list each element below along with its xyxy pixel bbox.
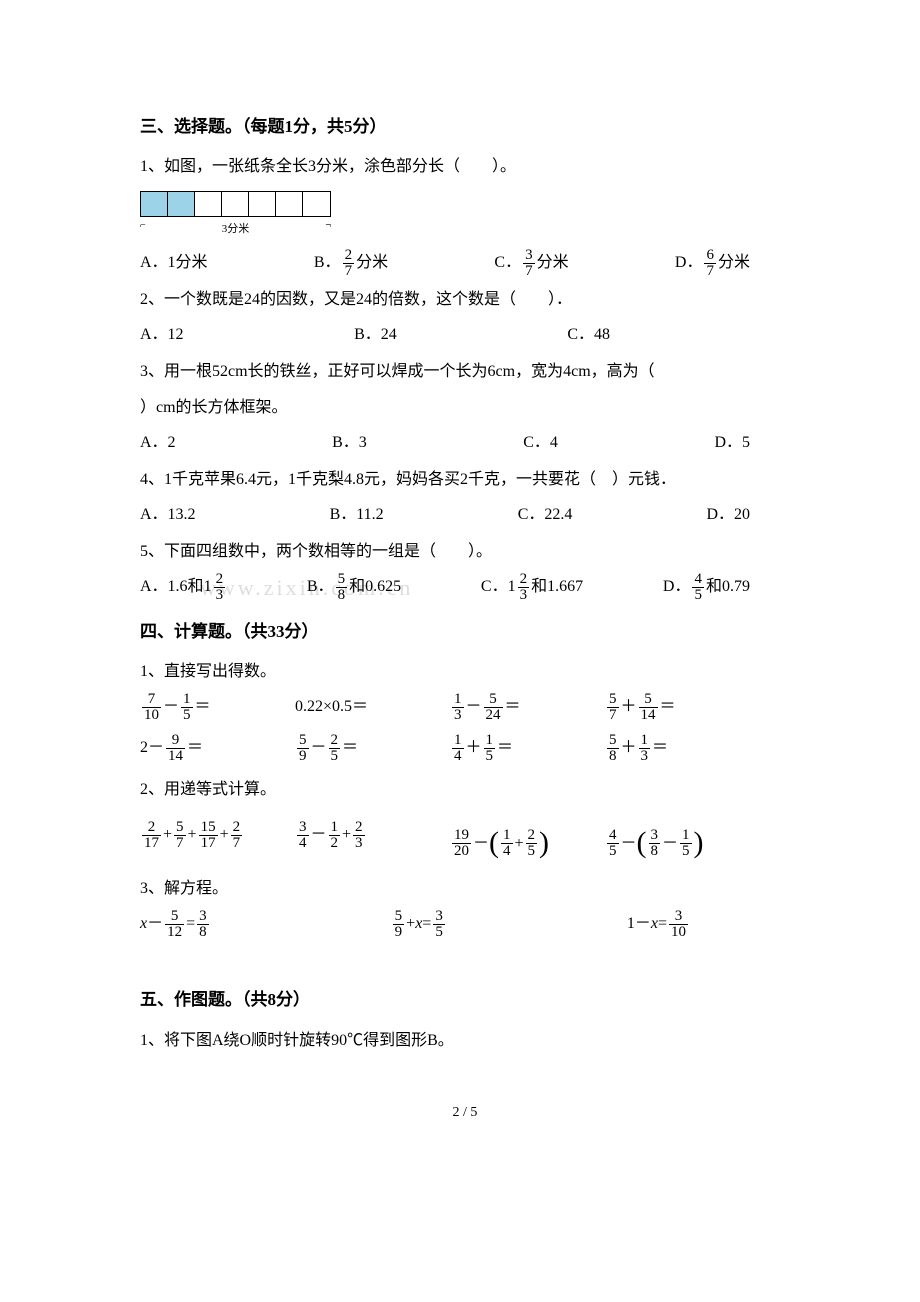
opt-c: C．48 bbox=[567, 317, 610, 352]
opt-c: C．123和1.667 bbox=[481, 569, 583, 604]
calc-row-q2: 217+57+1517+27 34－12+23 1920－(14+25) 45－… bbox=[140, 817, 790, 861]
calc-item: 2－914＝ bbox=[140, 730, 295, 765]
calc-item: 59+x=35 bbox=[391, 906, 447, 941]
q4-1-text: 1、直接写出得数。 bbox=[140, 654, 790, 689]
opt-b: B．27分米 bbox=[314, 245, 388, 280]
q3-1-options: A．1分米 B．27分米 C．37分米 D．67分米 bbox=[140, 245, 790, 280]
calc-item: 1920－(14+25) bbox=[450, 817, 605, 861]
calc-item: 58＋13＝ bbox=[605, 730, 760, 765]
opt-a: A．12 bbox=[140, 317, 184, 352]
calc-row-q3: x－512=38 59+x=35 1－x=310 bbox=[140, 906, 790, 941]
q4-3: 3、解方程。 x－512=38 59+x=35 1－x=310 bbox=[140, 871, 790, 941]
page-number: 2 / 5 bbox=[140, 1098, 790, 1129]
q3-5: 5、下面四组数中，两个数相等的一组是（ ）。 www.zixin.com.cn … bbox=[140, 534, 790, 604]
calc-item: 217+57+1517+27 bbox=[140, 817, 295, 861]
section-5-title: 五、作图题。（共8分） bbox=[140, 981, 790, 1018]
q3-3-options: A．2 B．3 C．4 D．5 bbox=[140, 425, 790, 460]
q3-3: 3、用一根52cm长的铁丝，正好可以焊成一个长为6cm，宽为4cm，高为（ ）c… bbox=[140, 354, 790, 460]
opt-c: C．37分米 bbox=[494, 245, 568, 280]
opt-a: A．13.2 bbox=[140, 497, 196, 532]
q3-5-options: A．1.6和123 B．58和0.625 C．123和1.667 D．45和0.… bbox=[140, 569, 790, 604]
opt-d: D．20 bbox=[706, 497, 750, 532]
section-4-title: 四、计算题。（共33分） bbox=[140, 613, 790, 650]
opt-b: B．58和0.625 bbox=[307, 569, 401, 604]
q3-2-text: 2、一个数既是24的因数，又是24的倍数，这个数是（ ）． bbox=[140, 282, 790, 317]
calc-item: 13－524＝ bbox=[450, 689, 605, 724]
calc-row-1: 710－15＝ 0.22×0.5＝ 13－524＝ 57＋514＝ bbox=[140, 689, 790, 724]
opt-a: A．1分米 bbox=[140, 245, 208, 280]
q3-1-text: 1、如图，一张纸条全长3分米，涂色部分长（ ）。 bbox=[140, 149, 790, 184]
calc-item: 14＋15＝ bbox=[450, 730, 605, 765]
q4-1: 1、直接写出得数。 710－15＝ 0.22×0.5＝ 13－524＝ 57＋5… bbox=[140, 654, 790, 766]
q3-2-options: A．12 B．24 C．48 bbox=[140, 317, 790, 352]
opt-c: C．22.4 bbox=[518, 497, 573, 532]
q4-2: 2、用递等式计算。 217+57+1517+27 34－12+23 1920－(… bbox=[140, 772, 790, 861]
opt-d: D．67分米 bbox=[675, 245, 750, 280]
opt-b: B．11.2 bbox=[330, 497, 384, 532]
calc-item: 0.22×0.5＝ bbox=[295, 689, 450, 724]
section-3-title: 三、选择题。（每题1分，共5分） bbox=[140, 108, 790, 145]
opt-b: B．24 bbox=[354, 317, 397, 352]
calc-item: 45－(38－15) bbox=[605, 817, 760, 861]
calc-item: x－512=38 bbox=[140, 906, 211, 941]
calc-item: 57＋514＝ bbox=[605, 689, 760, 724]
calc-row-2: 2－914＝ 59－25＝ 14＋15＝ 58＋13＝ bbox=[140, 730, 790, 765]
q3-4-text: 4、1千克苹果6.4元，1千克梨4.8元，妈妈各买2千克，一共要花（ ）元钱． bbox=[140, 462, 790, 497]
q3-4-options: A．13.2 B．11.2 C．22.4 D．20 bbox=[140, 497, 790, 532]
calc-item: 34－12+23 bbox=[295, 817, 450, 861]
q3-4: 4、1千克苹果6.4元，1千克梨4.8元，妈妈各买2千克，一共要花（ ）元钱． … bbox=[140, 462, 790, 532]
calc-item: 1－x=310 bbox=[627, 906, 690, 941]
q3-3-text1: 3、用一根52cm长的铁丝，正好可以焊成一个长为6cm，宽为4cm，高为（ bbox=[140, 354, 790, 389]
q3-1: 1、如图，一张纸条全长3分米，涂色部分长（ ）。 ⌐ 3分米 ¬ A．1分米 B… bbox=[140, 149, 790, 280]
opt-a: A．2 bbox=[140, 425, 176, 460]
q5-1: 1、将下图A绕O顺时针旋转90℃得到图形B。 bbox=[140, 1023, 790, 1058]
calc-item: 710－15＝ bbox=[140, 689, 295, 724]
opt-d: D．45和0.79 bbox=[663, 569, 750, 604]
calc-item: 59－25＝ bbox=[295, 730, 450, 765]
bar-label: 3分米 bbox=[222, 223, 250, 235]
opt-d: D．5 bbox=[714, 425, 750, 460]
opt-a: A．1.6和123 bbox=[140, 569, 227, 604]
q4-2-text: 2、用递等式计算。 bbox=[140, 772, 790, 807]
q3-2: 2、一个数既是24的因数，又是24的倍数，这个数是（ ）． A．12 B．24 … bbox=[140, 282, 790, 352]
opt-c: C．4 bbox=[523, 425, 558, 460]
q3-5-text: 5、下面四组数中，两个数相等的一组是（ ）。 bbox=[140, 534, 790, 569]
bar-diagram: ⌐ 3分米 ¬ bbox=[140, 191, 331, 241]
opt-b: B．3 bbox=[332, 425, 367, 460]
q3-3-text2: ）cm的长方体框架。 bbox=[140, 390, 790, 425]
q4-3-text: 3、解方程。 bbox=[140, 871, 790, 906]
